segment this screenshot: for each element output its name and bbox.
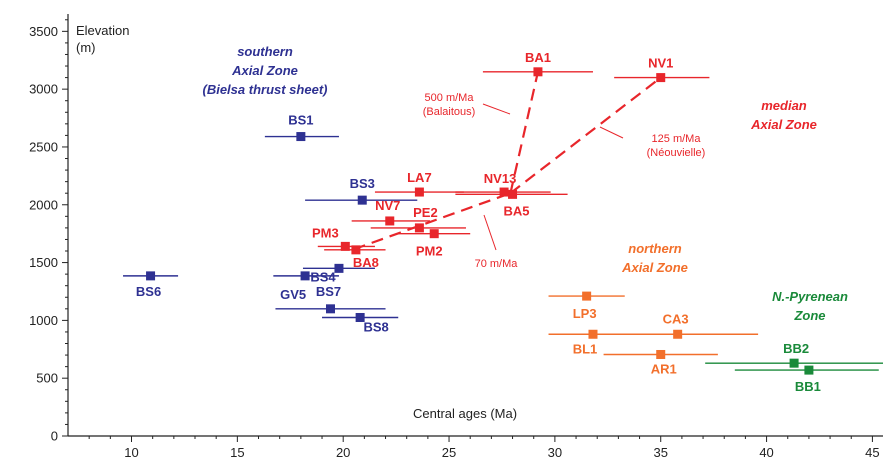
zone-label-npyrenean-1: N.-Pyrenean (772, 289, 848, 304)
axes: 10 15 20 25 30 35 40 45 0 500 1000 1500 2000 2500 3000… (29, 14, 883, 460)
marker-bs1 (296, 132, 306, 142)
marker-nv7 (385, 216, 395, 226)
y-axis-title-line2: (m) (76, 40, 96, 55)
marker-bs8 (355, 312, 365, 322)
zone-label-npyrenean-2: Zone (793, 308, 825, 323)
rate-leader-balaitous (482, 103, 511, 115)
x-tick-label: 10 (124, 445, 138, 460)
rate-leader-neouvielle (599, 126, 624, 139)
rate-leader-rate70 (483, 214, 497, 251)
marker-bb2 (789, 358, 799, 368)
x-tick-label: 25 (442, 445, 456, 460)
point-label-pe2: PE2 (413, 205, 438, 220)
point-label-bs7: BS7 (316, 284, 341, 299)
point-label-ba1: BA1 (525, 50, 551, 65)
point-label-ba8: BA8 (353, 255, 379, 270)
marker-nv1 (656, 73, 666, 83)
point-label-bs3: BS3 (350, 176, 375, 191)
y-tick-label: 500 (36, 371, 58, 386)
y-tick-label: 3000 (29, 82, 58, 97)
point-label-bs1: BS1 (288, 113, 313, 128)
x-tick-label: 15 (230, 445, 244, 460)
marker-ba1 (533, 67, 543, 77)
marker-bs4 (334, 263, 344, 273)
rate-label-balaitous-1: 500 m/Ma (425, 92, 475, 104)
point-label-bs8: BS8 (363, 319, 388, 334)
marker-pm2 (429, 229, 439, 239)
point-label-ba5: BA5 (504, 203, 530, 218)
x-tick-label: 45 (865, 445, 879, 460)
point-label-bb2: BB2 (783, 341, 809, 356)
point-label-lp3: LP3 (573, 306, 597, 321)
zone-label-northern-2: Axial Zone (621, 260, 688, 275)
markers (146, 67, 814, 375)
point-label-bs6: BS6 (136, 284, 161, 299)
rate-line-rate70 (353, 192, 511, 251)
marker-gv5 (300, 271, 310, 281)
point-label-la7: LA7 (407, 170, 432, 185)
marker-ba5 (508, 189, 518, 199)
marker-bs3 (357, 195, 367, 205)
annotations: southern Axial Zone (Bielsa thrust sheet) m… (203, 44, 848, 323)
marker-bb1 (804, 365, 814, 375)
rate-label-neouvielle-1: 125 m/Ma (652, 133, 702, 145)
y-tick-label: 3500 (29, 24, 58, 39)
point-label-nv1: NV1 (648, 56, 673, 71)
zone-label-southern-2: Axial Zone (231, 63, 298, 78)
point-label-ar1: AR1 (651, 361, 677, 376)
zone-label-southern-3: (Bielsa thrust sheet) (203, 82, 328, 97)
rate-lines (353, 71, 662, 251)
marker-bs7 (325, 304, 335, 314)
y-axis-title-line1: Elevation (76, 23, 129, 38)
x-tick-label: 40 (759, 445, 773, 460)
rate-label-balaitous-2: (Balaitous) (423, 106, 476, 118)
zone-label-northern-1: northern (628, 241, 682, 256)
marker-ba8 (351, 245, 361, 255)
point-label-nv13: NV13 (484, 171, 517, 186)
point-label-gv5: GV5 (280, 287, 306, 302)
marker-nv13 (499, 187, 509, 197)
point-label-bl1: BL1 (573, 341, 598, 356)
rate-label-rate70-1: 70 m/Ma (475, 258, 519, 270)
y-tick-label: 1000 (29, 313, 58, 328)
rate-label-neouvielle-2: (Néouvielle) (647, 147, 706, 159)
point-label-pm2: PM2 (416, 244, 443, 259)
point-label-pm3: PM3 (312, 225, 339, 240)
rate-line-balaitous (509, 71, 540, 194)
marker-pm3 (340, 241, 350, 251)
y-tick-label: 0 (51, 429, 58, 444)
y-tick-label: 2500 (29, 139, 58, 154)
point-label-nv7: NV7 (375, 198, 400, 213)
marker-bs6 (146, 271, 156, 281)
zone-label-median-2: Axial Zone (750, 117, 817, 132)
point-label-bb1: BB1 (795, 379, 821, 394)
y-tick-label: 1500 (29, 255, 58, 270)
zone-label-southern-1: southern (237, 44, 293, 59)
x-tick-label: 20 (336, 445, 350, 460)
x-tick-label: 30 (548, 445, 562, 460)
point-labels: BS1 BS3 BS4 BS6 GV5 BS7 BS8 BA1 NV1 LA7 NV13 BA5 NV7… (136, 50, 821, 394)
marker-ar1 (656, 349, 666, 359)
x-axis-title: Central ages (Ma) (413, 406, 517, 421)
marker-lp3 (582, 291, 592, 301)
zone-label-median-1: median (761, 98, 807, 113)
marker-bl1 (588, 329, 598, 339)
marker-ca3 (673, 329, 683, 339)
point-label-bs4: BS4 (310, 269, 336, 284)
x-tick-label: 35 (653, 445, 667, 460)
marker-la7 (414, 187, 424, 197)
point-label-ca3: CA3 (663, 311, 689, 326)
marker-pe2 (414, 223, 424, 233)
y-tick-label: 2000 (29, 197, 58, 212)
rate-line-neouvielle (509, 76, 662, 195)
